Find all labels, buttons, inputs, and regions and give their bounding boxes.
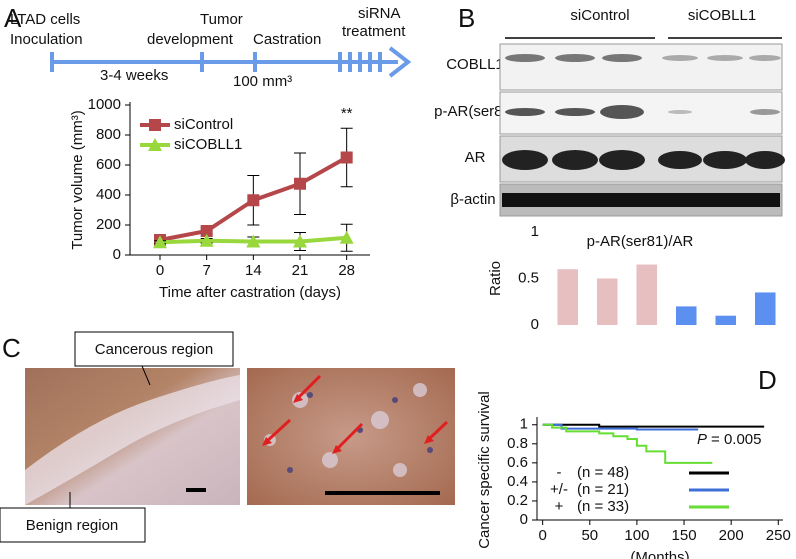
x-tick-label: 200 xyxy=(719,527,744,544)
timeline xyxy=(50,46,412,78)
timeline-step: siRNA xyxy=(358,5,401,22)
annotation-p: P xyxy=(697,431,707,448)
legend-label: (n = 21) xyxy=(577,481,629,498)
legend-label: (n = 48) xyxy=(577,464,629,481)
blot-row: p-AR(ser81) xyxy=(434,103,516,120)
x-axis-label: Time after castration (days) xyxy=(159,284,341,301)
marker xyxy=(247,194,260,207)
y-axis-label: Tumor volume (mm³) xyxy=(69,110,86,249)
y-tick-label: 1 xyxy=(531,223,539,240)
y-axis-label: Ratio xyxy=(487,261,504,296)
y-tick-label: 0.6 xyxy=(507,454,528,471)
y-tick-label: 0.4 xyxy=(507,473,528,490)
panel-label: A xyxy=(4,3,22,33)
bar xyxy=(715,315,737,325)
x-tick-label: 21 xyxy=(292,262,309,279)
timeline-step: development xyxy=(147,31,234,48)
legend-label: (n = 33) xyxy=(577,498,629,515)
marker xyxy=(200,225,213,237)
x-tick-label: 50 xyxy=(581,527,598,544)
y-tick-label: 200 xyxy=(96,216,121,233)
legend-marker xyxy=(149,119,161,131)
timeline-note: 100 mm³ xyxy=(233,73,292,90)
x-axis-label: (Months) xyxy=(630,549,689,559)
legend-label: +/- xyxy=(550,481,568,498)
histology-label: Benign region xyxy=(26,517,119,534)
bar xyxy=(557,269,579,325)
legend-label: - xyxy=(557,464,562,481)
y-tick-label: 1000 xyxy=(88,96,121,113)
bar xyxy=(675,306,697,325)
y-tick-label: 1 xyxy=(520,416,528,433)
survival-curve xyxy=(542,423,713,464)
x-tick-label: 100 xyxy=(624,527,649,544)
histology-image xyxy=(25,368,455,505)
histology-label: Cancerous region xyxy=(95,341,213,358)
timeline-step: LTAD cells xyxy=(10,11,80,28)
bar xyxy=(636,264,658,325)
timeline-step: Inoculation xyxy=(10,31,83,48)
y-tick-label: 0 xyxy=(531,316,539,333)
timeline-note: 3-4 weeks xyxy=(100,67,168,84)
y-tick-label: 0 xyxy=(113,246,121,263)
blot-row: COBLL1 xyxy=(446,56,504,73)
x-tick-label: 28 xyxy=(338,262,355,279)
legend-label: siCOBLL1 xyxy=(174,136,242,153)
chart-title: p-AR(ser81)/AR xyxy=(587,233,694,250)
x-tick-label: 0 xyxy=(538,527,546,544)
marker xyxy=(340,151,353,164)
x-tick-label: 0 xyxy=(156,262,164,279)
marker xyxy=(293,234,307,248)
y-tick-label: 800 xyxy=(96,126,121,143)
y-tick-label: 0.8 xyxy=(507,435,528,452)
blot-row: β-actin xyxy=(450,191,495,208)
panel-label: C xyxy=(2,333,21,363)
annotation-value: = 0.005 xyxy=(711,431,761,448)
blot-group: siControl xyxy=(570,7,629,24)
panel-label: B xyxy=(458,3,475,33)
y-tick-label: 0.5 xyxy=(518,269,539,286)
x-tick-label: 7 xyxy=(202,262,210,279)
timeline-step: Castration xyxy=(253,31,321,48)
x-tick-label: 150 xyxy=(672,527,697,544)
blot-row: AR xyxy=(465,149,486,166)
survival-curve xyxy=(542,423,765,428)
marker xyxy=(339,230,354,244)
annotation: ** xyxy=(341,105,353,122)
y-tick-label: 400 xyxy=(96,186,121,203)
blot-group: siCOBLL1 xyxy=(688,7,756,24)
y-tick-label: 600 xyxy=(96,156,121,173)
survival-curve xyxy=(542,423,699,431)
blot-image xyxy=(499,43,785,217)
legend-label: + xyxy=(555,498,564,515)
marker xyxy=(294,177,306,190)
label-box xyxy=(0,507,146,543)
bar xyxy=(596,278,618,325)
label-box xyxy=(74,331,234,367)
bar xyxy=(754,292,776,325)
x-tick-label: 14 xyxy=(245,262,262,279)
y-tick-label: 0 xyxy=(520,511,528,528)
y-tick-label: 0.2 xyxy=(507,492,528,509)
x-tick-label: 250 xyxy=(766,527,791,544)
timeline-step: Tumor xyxy=(200,11,243,28)
legend-marker xyxy=(148,138,162,151)
marker xyxy=(199,233,214,247)
marker xyxy=(153,235,167,249)
y-axis-label: Cancer specific survival xyxy=(476,391,493,549)
panel-label: D xyxy=(758,365,777,395)
marker xyxy=(246,234,261,248)
legend-label: siControl xyxy=(174,116,233,133)
annotation: P = 0.005 xyxy=(697,431,761,448)
timeline-step: treatment xyxy=(342,23,406,40)
